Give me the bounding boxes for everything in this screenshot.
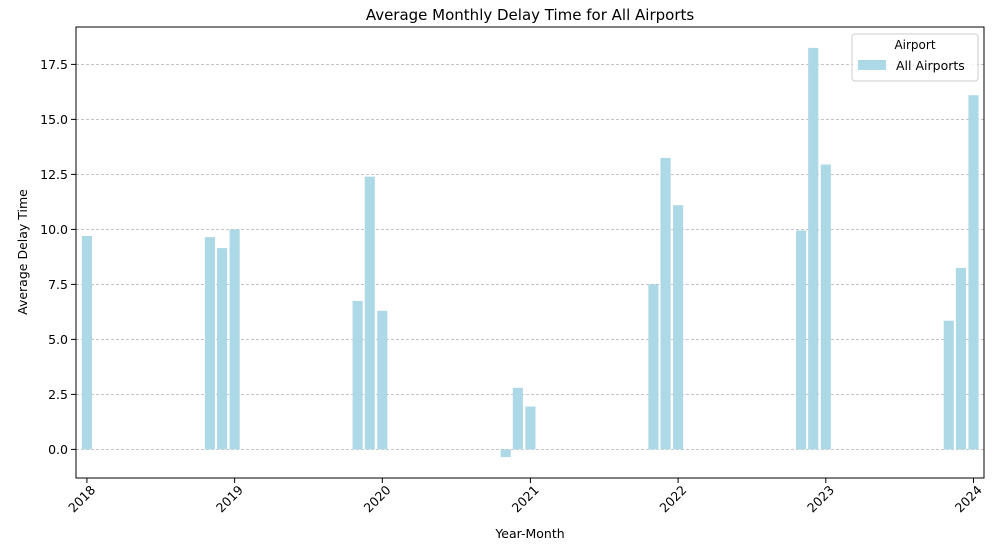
x-tick-label: 2020 <box>361 482 394 515</box>
bar <box>808 47 819 450</box>
bar <box>204 237 215 450</box>
y-tick-label: 7.5 <box>48 277 68 292</box>
legend-title: Airport <box>894 38 935 52</box>
bar <box>229 229 240 450</box>
legend-entry-label: All Airports <box>896 58 965 73</box>
bars <box>81 47 979 458</box>
bar <box>525 406 536 450</box>
y-tick-label: 17.5 <box>40 57 68 72</box>
bar <box>968 95 979 450</box>
y-tick-label: 15.0 <box>40 112 68 127</box>
bar <box>820 164 831 450</box>
x-tick-label: 2021 <box>509 482 542 515</box>
bar <box>352 300 363 450</box>
y-tick-label: 10.0 <box>40 222 68 237</box>
x-tick-label: 2023 <box>804 482 837 515</box>
y-axis: 0.0 2.5 5.0 7.5 10.0 12.5 15.0 17.5 <box>40 57 76 457</box>
y-axis-label: Average Delay Time <box>15 189 30 315</box>
bar <box>81 236 92 450</box>
x-axis-label: Year-Month <box>494 526 564 541</box>
chart-title: Average Monthly Delay Time for All Airpo… <box>366 6 695 24</box>
bar <box>648 284 659 450</box>
bar <box>660 157 671 450</box>
x-tick-label: 2019 <box>213 482 246 515</box>
grid-lines <box>76 64 984 450</box>
bar <box>500 449 511 458</box>
legend-swatch <box>858 60 886 70</box>
x-tick-label: 2024 <box>952 482 985 515</box>
bar <box>955 267 966 450</box>
legend: Airport All Airports <box>851 33 979 82</box>
y-tick-label: 0.0 <box>48 442 68 457</box>
bar <box>943 320 954 450</box>
bar <box>364 176 375 450</box>
x-tick-label: 2022 <box>656 482 689 515</box>
bar <box>217 248 228 450</box>
y-tick-label: 5.0 <box>48 332 68 347</box>
bar <box>673 205 684 450</box>
bar <box>796 230 807 450</box>
bar <box>512 387 523 450</box>
x-axis: 2018 2019 2020 2021 2022 2023 2024 <box>65 478 985 515</box>
y-tick-label: 2.5 <box>48 387 68 402</box>
y-tick-label: 12.5 <box>40 167 68 182</box>
x-tick-label: 2018 <box>65 482 98 515</box>
bar <box>377 310 388 450</box>
